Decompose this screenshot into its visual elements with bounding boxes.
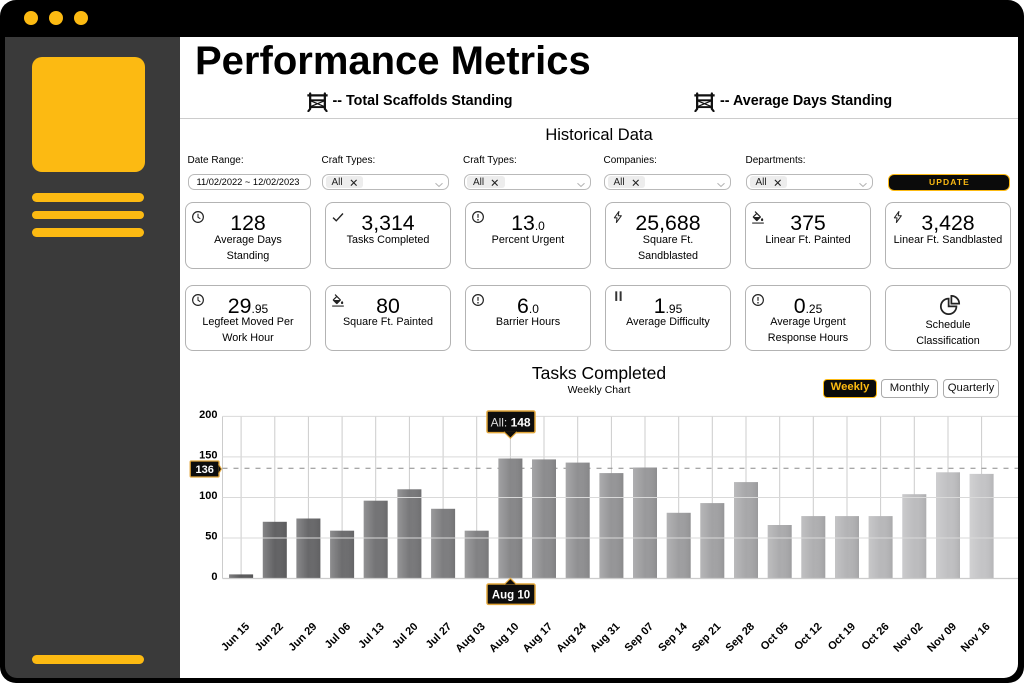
svg-text:Sep 28: Sep 28 bbox=[724, 621, 758, 655]
svg-text:All: 148: All: 148 bbox=[491, 415, 531, 429]
svg-text:Sep 21: Sep 21 bbox=[690, 621, 724, 655]
svg-text:Jun 29: Jun 29 bbox=[286, 621, 319, 654]
svg-text:Jul 06: Jul 06 bbox=[323, 621, 354, 652]
svg-text:Oct 19: Oct 19 bbox=[826, 621, 858, 653]
svg-text:Nov 16: Nov 16 bbox=[959, 621, 993, 655]
svg-text:Jul 27: Jul 27 bbox=[424, 621, 455, 652]
svg-text:Jun 22: Jun 22 bbox=[253, 621, 286, 654]
svg-text:136: 136 bbox=[196, 464, 214, 476]
svg-text:Aug 03: Aug 03 bbox=[453, 621, 487, 655]
svg-text:Jul 13: Jul 13 bbox=[356, 621, 387, 652]
svg-text:0: 0 bbox=[211, 571, 217, 583]
svg-text:Aug 24: Aug 24 bbox=[554, 620, 589, 655]
svg-text:150: 150 bbox=[199, 449, 217, 461]
svg-text:50: 50 bbox=[205, 531, 217, 543]
svg-text:Oct 12: Oct 12 bbox=[792, 621, 824, 653]
svg-text:Aug 17: Aug 17 bbox=[521, 621, 555, 655]
svg-text:Nov 02: Nov 02 bbox=[891, 621, 925, 655]
svg-text:Nov 09: Nov 09 bbox=[925, 621, 959, 655]
svg-text:Jun 15: Jun 15 bbox=[219, 621, 252, 654]
svg-text:100: 100 bbox=[199, 490, 217, 502]
svg-text:Aug 10: Aug 10 bbox=[492, 589, 530, 601]
svg-text:Aug 31: Aug 31 bbox=[588, 621, 622, 655]
svg-text:Jul 20: Jul 20 bbox=[390, 621, 421, 652]
svg-text:Sep 07: Sep 07 bbox=[623, 621, 657, 655]
svg-text:Oct 05: Oct 05 bbox=[759, 621, 791, 653]
svg-text:200: 200 bbox=[199, 409, 217, 421]
svg-text:Aug 10: Aug 10 bbox=[487, 621, 521, 655]
svg-text:Sep 14: Sep 14 bbox=[656, 620, 690, 654]
svg-text:Oct 26: Oct 26 bbox=[859, 621, 891, 653]
